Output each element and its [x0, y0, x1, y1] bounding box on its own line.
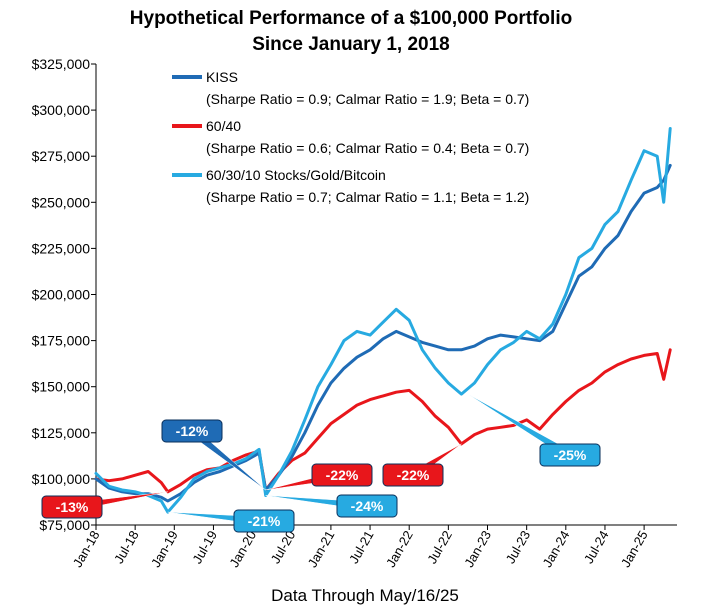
x-tick-label: Jul-23	[503, 528, 534, 566]
x-tick-label: Jan-19	[148, 528, 181, 570]
y-tick-label: $225,000	[32, 240, 91, 256]
callout-label: -21%	[248, 513, 281, 529]
callout-label: -22%	[326, 467, 359, 483]
chart-subtitle: Since January 1, 2018	[252, 34, 450, 55]
callout-box	[336, 494, 398, 518]
callout-box	[233, 509, 295, 533]
y-tick-label: $325,000	[32, 56, 91, 72]
y-axis: $75,000 $100,000 $125,000 $150,000 $175,000 $…	[32, 56, 97, 533]
callout-label: -25%	[554, 447, 587, 463]
legend: KISS (Sharpe Ratio = 0.9; Calmar Ratio = …	[172, 69, 529, 205]
callout-box	[41, 495, 103, 519]
legend-stocks-gold-bitcoin-stats: (Sharpe Ratio = 0.7; Calmar Ratio = 1.1;…	[206, 189, 529, 205]
x-axis: Jan-18 Jul-18 Jan-19 Jul-19 Jan-20 Jul-20 Jan-…	[70, 524, 677, 570]
legend-60-40-name: 60/40	[206, 118, 241, 134]
y-tick-group: $75,000 $100,000 $125,000 $150,000 $175,000 $…	[32, 56, 96, 533]
drawdown-callouts: -13% -21% -12% -22% -24% -22% -25%	[41, 393, 601, 533]
series-lines	[94, 127, 672, 514]
x-tick-label: Jul-24	[581, 528, 612, 566]
x-tick-label: Jan-23	[461, 528, 494, 570]
x-tick-label: Jan-22	[383, 528, 416, 570]
y-tick-label: $175,000	[32, 333, 91, 349]
callout-box	[382, 463, 444, 487]
x-tick-label: Jul-22	[424, 528, 455, 566]
x-tick-label: Jan-21	[305, 528, 338, 570]
y-tick-label: $275,000	[32, 148, 91, 164]
x-tick-label: Jan-25	[618, 528, 651, 570]
series-line-stocks-gold-bitcoin	[94, 127, 672, 514]
callout-box	[311, 463, 373, 487]
x-tick-label: Jan-18	[70, 528, 103, 570]
x-tick-label: Jan-20	[226, 528, 259, 570]
x-tick-label: Jul-19	[189, 528, 220, 566]
y-tick-label: $250,000	[32, 194, 91, 210]
callout-box	[539, 443, 601, 467]
x-tick-label: Jul-18	[111, 528, 142, 566]
x-tick-group: Jan-18 Jul-18 Jan-19 Jul-19 Jan-20 Jul-20 Jan-…	[70, 525, 651, 570]
y-tick-label: $200,000	[32, 287, 91, 303]
x-axis-label: Data Through May/16/25	[271, 586, 459, 605]
x-tick-label: Jan-24	[540, 528, 573, 570]
callout-label: -22%	[397, 467, 430, 483]
legend-kiss-name: KISS	[206, 69, 238, 85]
y-tick-label: $300,000	[32, 102, 91, 118]
callout-label: -12%	[176, 423, 209, 439]
y-tick-label: $100,000	[32, 471, 91, 487]
legend-60-40-stats: (Sharpe Ratio = 0.6; Calmar Ratio = 0.4;…	[206, 140, 529, 156]
x-tick-label: Jul-21	[346, 528, 377, 566]
y-tick-label: $75,000	[39, 517, 90, 533]
series-line-60-40	[94, 348, 672, 494]
callout-label: -24%	[351, 498, 384, 514]
y-tick-label: $150,000	[32, 379, 91, 395]
x-tick-label: Jul-20	[268, 528, 299, 566]
callout-label: -13%	[56, 499, 89, 515]
callout-box	[161, 419, 223, 443]
legend-kiss-stats: (Sharpe Ratio = 0.9; Calmar Ratio = 1.9;…	[206, 91, 529, 107]
y-tick-label: $125,000	[32, 425, 91, 441]
chart-title: Hypothetical Performance of a $100,000 P…	[130, 8, 572, 29]
legend-stocks-gold-bitcoin-name: 60/30/10 Stocks/Gold/Bitcoin	[206, 167, 386, 183]
